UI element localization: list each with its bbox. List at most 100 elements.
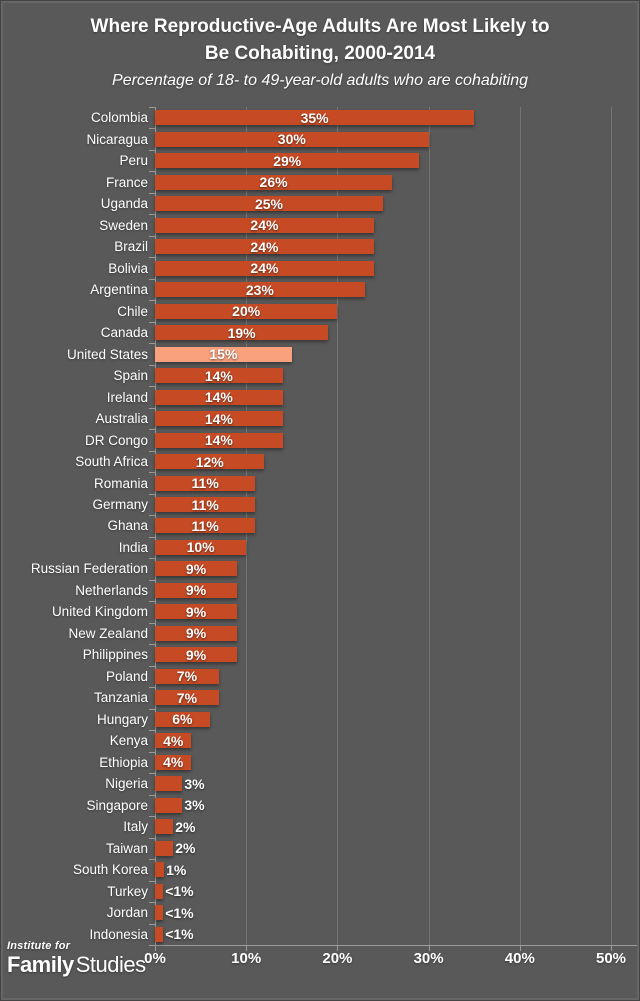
bar-row: Turkey <1% (0, 881, 640, 902)
bar (155, 711, 210, 727)
bar-row: Bolivia 24% (0, 257, 640, 278)
x-axis-label: 0% (144, 950, 166, 967)
bar-row: Hungary 6% (0, 709, 640, 730)
gridline (519, 107, 521, 945)
category-label: Netherlands (75, 582, 148, 598)
chart-subtitle: Percentage of 18- to 49-year-old adults … (112, 72, 528, 89)
y-axis-tick (149, 536, 155, 538)
bar (155, 926, 164, 942)
category-label: Brazil (114, 239, 148, 255)
y-axis-tick (149, 751, 155, 753)
y-axis-tick (149, 192, 155, 194)
category-label: New Zealand (68, 625, 148, 641)
bar (155, 282, 365, 298)
bar (155, 131, 429, 147)
y-axis-tick (149, 235, 155, 237)
y-axis-tick (149, 902, 155, 904)
bar-row: Italy 2% (0, 816, 640, 837)
category-label: Peru (119, 153, 148, 169)
value-label: 7% (176, 689, 198, 706)
y-axis-tick (149, 128, 155, 130)
y-axis-tick (149, 730, 155, 732)
y-axis-tick (149, 257, 155, 259)
category-label: Singapore (86, 797, 148, 813)
value-label: 6% (172, 711, 193, 728)
bar-highlighted (155, 346, 292, 362)
y-axis-tick (149, 622, 155, 624)
value-label: 14% (204, 410, 233, 427)
bar (155, 110, 475, 126)
category-label: France (105, 174, 148, 190)
bar-row: Ireland 14% (0, 386, 640, 407)
bar-row: Germany 11% (0, 494, 640, 515)
gridline (428, 107, 430, 945)
y-axis-tick (149, 450, 155, 452)
value-label: 4% (163, 754, 184, 771)
category-label: Chile (117, 303, 148, 319)
value-label: 15% (209, 346, 238, 363)
category-label: Jordan (106, 905, 148, 921)
value-label: 24% (250, 260, 279, 277)
value-label: 35% (300, 109, 329, 126)
y-axis-tick (149, 149, 155, 151)
value-label: 24% (250, 238, 279, 255)
y-axis-tick (149, 773, 155, 775)
y-axis-tick (149, 859, 155, 861)
x-axis-tick (519, 945, 521, 951)
y-axis-tick (149, 472, 155, 474)
bar-row: Nicaragua 30% (0, 128, 640, 149)
y-axis-tick (149, 107, 155, 108)
bar (155, 432, 283, 448)
bar-row: Philippines 9% (0, 644, 640, 665)
bar (155, 604, 238, 620)
value-label: 3% (184, 797, 205, 814)
bar-row: New Zealand 9% (0, 623, 640, 644)
bar-row: Brazil 24% (0, 236, 640, 257)
bar (155, 454, 265, 470)
y-axis-tick (149, 407, 155, 409)
y-axis-tick (149, 278, 155, 280)
value-label: 19% (227, 324, 256, 341)
category-label: Russian Federation (30, 561, 148, 577)
x-axis-label: 20% (322, 950, 353, 967)
bar-row: Romania 11% (0, 472, 640, 493)
bar-row: Nigeria 3% (0, 773, 640, 794)
x-axis-label: 30% (413, 950, 444, 967)
category-label: Poland (105, 668, 148, 684)
bar (155, 475, 256, 491)
category-label: Indonesia (89, 926, 148, 942)
y-axis-tick (149, 429, 155, 431)
x-axis-tick (611, 945, 612, 951)
chart-title-line1: Where Reproductive-Age Adults Are Most L… (90, 16, 550, 37)
bar-row: Taiwan 2% (0, 838, 640, 859)
bar-row: Spain 14% (0, 365, 640, 386)
value-label: 24% (250, 217, 279, 234)
bar (155, 539, 247, 555)
category-label: Romania (93, 475, 148, 491)
ifs-logo-family-studies: FamilyStudies (7, 954, 146, 976)
category-label: Philippines (82, 647, 148, 663)
bar (155, 625, 238, 641)
category-label: Sweden (99, 217, 148, 233)
bar (155, 668, 219, 684)
bar (155, 217, 374, 233)
value-label: 20% (232, 303, 261, 320)
value-label: 29% (273, 152, 302, 169)
y-axis-tick (149, 923, 155, 925)
bar-row: Ethiopia 4% (0, 752, 640, 773)
category-label: United Kingdom (51, 604, 148, 620)
bar-row: United States 15% (0, 343, 640, 364)
bar (155, 883, 164, 899)
value-label: 26% (259, 174, 288, 191)
category-label: Nigeria (105, 776, 148, 792)
bar-row: Peru 29% (0, 150, 640, 171)
value-label: 10% (186, 539, 215, 556)
bar (155, 840, 174, 856)
x-axis-label: 40% (504, 950, 535, 967)
y-axis-tick (149, 644, 155, 646)
bar-row: Colombia 35% (0, 107, 640, 128)
bar-row: Uganda 25% (0, 193, 640, 214)
value-label: 12% (195, 453, 224, 470)
y-axis-tick (149, 364, 155, 366)
category-label: United States (66, 346, 148, 362)
